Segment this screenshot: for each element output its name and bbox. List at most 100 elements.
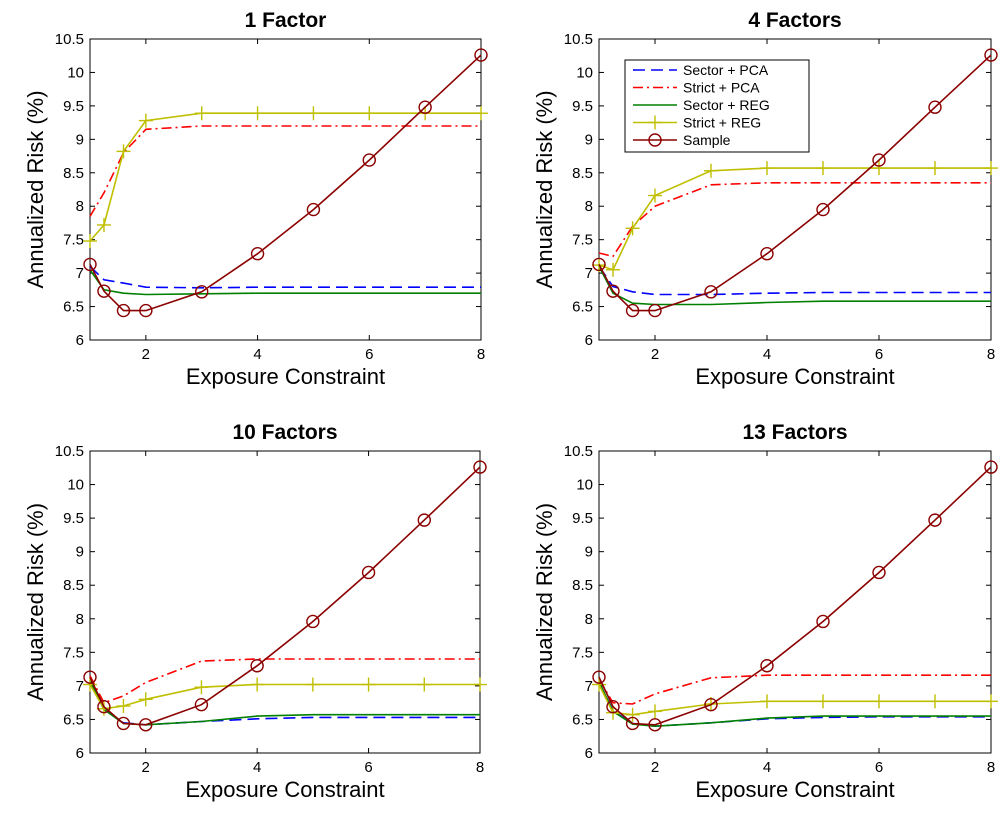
x-tick-label: 4 — [253, 759, 261, 776]
data-point-strict-reg — [606, 262, 620, 277]
data-point-sample — [816, 202, 830, 217]
legend-item-sample: Sample — [633, 132, 731, 148]
y-tick-label: 8.5 — [63, 165, 84, 182]
data-point-sample — [306, 614, 320, 629]
y-axis-label: Annualized Risk (%) — [532, 503, 557, 701]
data-point-sample — [194, 697, 209, 712]
x-tick-label: 6 — [364, 759, 372, 776]
data-point-sample — [139, 303, 153, 318]
data-point-strict-reg — [625, 707, 640, 722]
y-tick-label: 9.5 — [63, 98, 84, 115]
panel-1: 1 Factor 6 6.5 7 7.5 8 8.5 9 9.5 10 10.5 2 4 6 8 Exposu… — [23, 9, 488, 389]
x-tick-label: 8 — [987, 346, 995, 363]
x-tick-label: 8 — [987, 759, 995, 776]
data-point-strict-reg — [305, 677, 320, 692]
y-tick-label: 10.5 — [55, 31, 84, 48]
data-point-sample — [625, 303, 640, 318]
data-point-strict-reg — [984, 694, 998, 709]
data-point-strict-reg — [592, 677, 606, 692]
y-tick-label: 6.5 — [63, 299, 84, 316]
series-line-sample — [598, 466, 992, 726]
data-point-strict-reg — [194, 680, 209, 695]
data-point-sample — [418, 100, 432, 114]
series-line-strict-pca — [89, 125, 481, 217]
y-tick-label: 10.5 — [55, 443, 84, 460]
y-axis-label: Annualized Risk (%) — [23, 90, 48, 288]
data-point-strict-reg — [474, 106, 488, 121]
y-tick-label: 9 — [585, 131, 593, 148]
data-point-sample — [195, 285, 209, 299]
y-tick-label: 6.5 — [572, 711, 593, 728]
y-tick-label: 8.5 — [63, 577, 84, 594]
data-point-strict-reg — [417, 677, 432, 692]
legend-label: Sample — [683, 132, 731, 148]
data-point-strict-reg — [928, 161, 942, 176]
legend-label: Sector + PCA — [683, 62, 769, 78]
data-point-sample — [139, 718, 153, 732]
data-point-sample — [97, 699, 111, 714]
x-tick-label: 6 — [875, 759, 883, 776]
data-point-strict-reg — [306, 106, 321, 121]
legend-item-strict-pca: Strict + PCA — [633, 80, 760, 96]
legend-item-sector-reg: Sector + REG — [633, 97, 770, 113]
series-sector-pca — [89, 265, 481, 289]
y-tick-label: 6 — [76, 745, 84, 762]
legend-marker — [648, 133, 662, 147]
data-point-strict-reg — [194, 106, 209, 121]
legend-label: Sector + REG — [683, 97, 770, 113]
data-point-sample — [306, 202, 321, 217]
data-point-sample — [592, 257, 606, 272]
data-point-sample — [704, 697, 718, 712]
y-tick-label: 10 — [576, 64, 593, 81]
x-axis-label: Exposure Constraint — [695, 777, 894, 802]
series-sector-reg — [89, 680, 480, 726]
data-point-sample — [984, 460, 998, 474]
y-tick-label: 9.5 — [572, 510, 593, 527]
data-point-strict-reg — [83, 234, 97, 249]
data-point-strict-reg — [760, 161, 774, 176]
legend-box — [624, 59, 810, 153]
data-point-strict-reg — [648, 188, 662, 203]
x-tick-label: 8 — [477, 346, 485, 363]
data-point-sample — [760, 247, 774, 261]
series-line-sector-reg — [598, 266, 991, 306]
data-point-strict-reg — [648, 704, 662, 719]
data-point-strict-reg — [816, 694, 830, 709]
legend-item-sector-pca: Sector + PCA — [633, 62, 769, 78]
x-tick-label: 6 — [365, 346, 373, 363]
y-tick-label: 8.5 — [572, 165, 593, 182]
series-line-strict-pca — [598, 674, 991, 705]
data-point-strict-reg — [928, 694, 942, 709]
data-point-strict-reg — [816, 161, 830, 176]
plot-area — [89, 38, 482, 341]
series-line-sector-reg — [89, 680, 480, 726]
y-tick-label: 8 — [76, 611, 84, 628]
data-point-sample — [625, 716, 640, 731]
data-point-sample — [116, 303, 131, 318]
y-tick-label: 10 — [67, 477, 84, 494]
x-tick-label: 4 — [253, 346, 261, 363]
series-sector-reg — [598, 266, 991, 306]
data-point-strict-reg — [116, 699, 131, 714]
data-point-sample — [417, 513, 431, 527]
series-strict-pca — [89, 658, 480, 704]
data-point-strict-reg — [116, 144, 131, 159]
series-sector-reg — [89, 269, 481, 296]
y-tick-label: 6.5 — [63, 711, 84, 728]
data-point-strict-reg — [96, 217, 111, 232]
data-point-strict-reg — [250, 106, 265, 121]
y-tick-label: 8 — [585, 611, 593, 628]
series-line-sector-reg — [89, 269, 481, 296]
x-tick-label: 6 — [875, 346, 883, 363]
y-tick-label: 7.5 — [63, 644, 84, 661]
data-point-sample — [704, 285, 718, 299]
data-point-sample — [116, 716, 131, 731]
data-point-sample — [250, 247, 265, 261]
legend-label: Strict + REG — [683, 115, 761, 131]
data-point-sample — [83, 670, 97, 684]
legend-label: Strict + PCA — [683, 80, 760, 96]
panel-3: 10 Factors 6 6.5 7 7.5 8 8.5 9 9.5 10 10.5 2 4 6 8 Expo… — [23, 421, 487, 802]
y-axis-label: Annualized Risk (%) — [23, 503, 48, 701]
